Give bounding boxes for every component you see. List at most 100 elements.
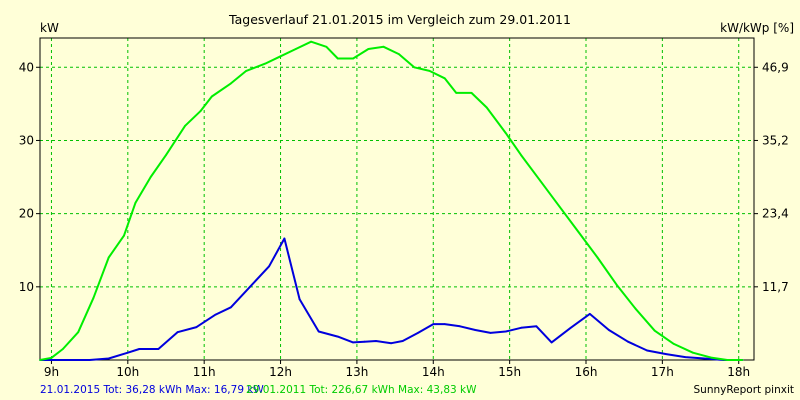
grid bbox=[40, 38, 754, 360]
data-point-s2 bbox=[504, 132, 507, 135]
data-point-s1 bbox=[126, 351, 129, 354]
data-point-s2 bbox=[428, 70, 431, 72]
data-point-s2 bbox=[443, 77, 446, 80]
y-tick-label-right: 46,9 bbox=[762, 60, 789, 74]
data-point-s2 bbox=[367, 48, 370, 50]
x-tick-label: 13h bbox=[345, 365, 368, 379]
data-point-s2 bbox=[634, 307, 637, 310]
x-tick-label: 9h bbox=[44, 365, 59, 379]
y-tick-label-left: 30 bbox=[19, 133, 34, 147]
data-point-s1 bbox=[69, 359, 72, 361]
data-point-s2 bbox=[711, 356, 713, 359]
data-point-s1 bbox=[474, 329, 477, 331]
data-point-s2 bbox=[325, 45, 328, 48]
x-tick-label: 11h bbox=[193, 365, 216, 379]
data-point-s1 bbox=[401, 340, 404, 342]
data-point-s2 bbox=[539, 179, 542, 182]
data-point-s2 bbox=[107, 256, 110, 259]
data-point-s1 bbox=[550, 341, 553, 344]
legend-entry-2011: 29.01.2011 Tot: 226,67 kWh Max: 43,83 kW bbox=[246, 384, 477, 396]
y-axis-label-left: kW bbox=[40, 21, 59, 35]
data-point-s1 bbox=[214, 313, 217, 316]
data-point-s2 bbox=[398, 53, 400, 55]
data-point-s2 bbox=[558, 205, 561, 208]
data-point-s1 bbox=[363, 340, 366, 343]
data-point-s2 bbox=[352, 57, 354, 60]
y-tick-label-right: 23,4 bbox=[762, 207, 789, 221]
data-point-s2 bbox=[382, 45, 385, 48]
data-point-s1 bbox=[535, 325, 538, 328]
data-point-s1 bbox=[608, 329, 610, 331]
data-point-s2 bbox=[653, 329, 656, 332]
data-point-s2 bbox=[184, 124, 187, 127]
data-point-s2 bbox=[485, 106, 488, 109]
y-tick-label-left: 40 bbox=[19, 60, 34, 74]
data-point-s2 bbox=[672, 343, 675, 345]
data-point-s2 bbox=[596, 256, 599, 259]
data-point-s1 bbox=[665, 353, 668, 355]
data-point-s1 bbox=[703, 357, 706, 360]
chart-title: Tagesverlauf 21.01.2015 im Vergleich zum… bbox=[228, 12, 571, 27]
data-point-s2 bbox=[245, 70, 248, 72]
data-point-s2 bbox=[264, 62, 267, 65]
x-tick-label: 15h bbox=[498, 365, 521, 379]
data-point-s1 bbox=[107, 357, 110, 360]
data-point-s2 bbox=[62, 348, 64, 350]
data-point-s1 bbox=[459, 325, 461, 328]
data-point-s2 bbox=[455, 92, 458, 94]
x-tick-label: 17h bbox=[651, 365, 674, 379]
data-point-s2 bbox=[470, 92, 473, 94]
data-point-s2 bbox=[92, 296, 95, 299]
data-point-s1 bbox=[195, 326, 198, 328]
data-point-s1 bbox=[88, 359, 91, 361]
plot-frame bbox=[39, 37, 755, 361]
data-point-s1 bbox=[443, 323, 446, 325]
data-point-s2 bbox=[741, 359, 744, 361]
data-point-s1 bbox=[390, 342, 393, 345]
data-point-s1 bbox=[298, 298, 301, 301]
data-point-s1 bbox=[504, 330, 507, 333]
data-point-s2 bbox=[134, 201, 137, 204]
data-point-s2 bbox=[77, 331, 80, 334]
data-point-s1 bbox=[317, 330, 320, 333]
data-point-s1 bbox=[375, 340, 377, 342]
y-axis-label-right: kW/kWp [%] bbox=[720, 21, 794, 35]
data-point-s1 bbox=[432, 323, 435, 325]
x-tick-label: 10h bbox=[116, 365, 139, 379]
data-point-s2 bbox=[50, 356, 53, 359]
data-point-s2 bbox=[279, 55, 282, 58]
data-point-s2 bbox=[39, 359, 41, 361]
data-point-s2 bbox=[230, 82, 232, 85]
y-tick-label-right: 35,2 bbox=[762, 133, 789, 147]
data-point-s1 bbox=[283, 237, 286, 240]
data-point-s1 bbox=[138, 348, 141, 350]
data-point-s1 bbox=[627, 340, 629, 343]
data-point-s1 bbox=[249, 285, 251, 288]
x-tick-label: 12h bbox=[269, 365, 292, 379]
data-point-s1 bbox=[684, 356, 687, 358]
data-point-s2 bbox=[692, 351, 694, 354]
legend-entry-2015: 21.01.2015 Tot: 36,28 kWh Max: 16,79 kW bbox=[40, 384, 264, 396]
data-point-s1 bbox=[588, 313, 591, 315]
data-point-s1 bbox=[646, 349, 648, 352]
series-group bbox=[39, 40, 744, 361]
data-point-s1 bbox=[352, 341, 354, 344]
data-point-s2 bbox=[413, 66, 416, 69]
data-point-s2 bbox=[210, 95, 213, 98]
data-point-s1 bbox=[489, 332, 492, 334]
data-point-s2 bbox=[336, 57, 339, 60]
data-point-s2 bbox=[149, 176, 152, 178]
x-tick-label: 18h bbox=[727, 365, 750, 379]
data-point-s2 bbox=[520, 154, 522, 157]
data-point-s1 bbox=[268, 265, 270, 268]
series-line-1 bbox=[40, 237, 743, 361]
data-point-s1 bbox=[176, 331, 179, 334]
data-point-s1 bbox=[230, 306, 232, 309]
data-point-s1 bbox=[417, 332, 419, 334]
x-tick-label: 14h bbox=[422, 365, 445, 379]
data-point-s1 bbox=[157, 348, 160, 350]
x-tick-label: 16h bbox=[575, 365, 598, 379]
